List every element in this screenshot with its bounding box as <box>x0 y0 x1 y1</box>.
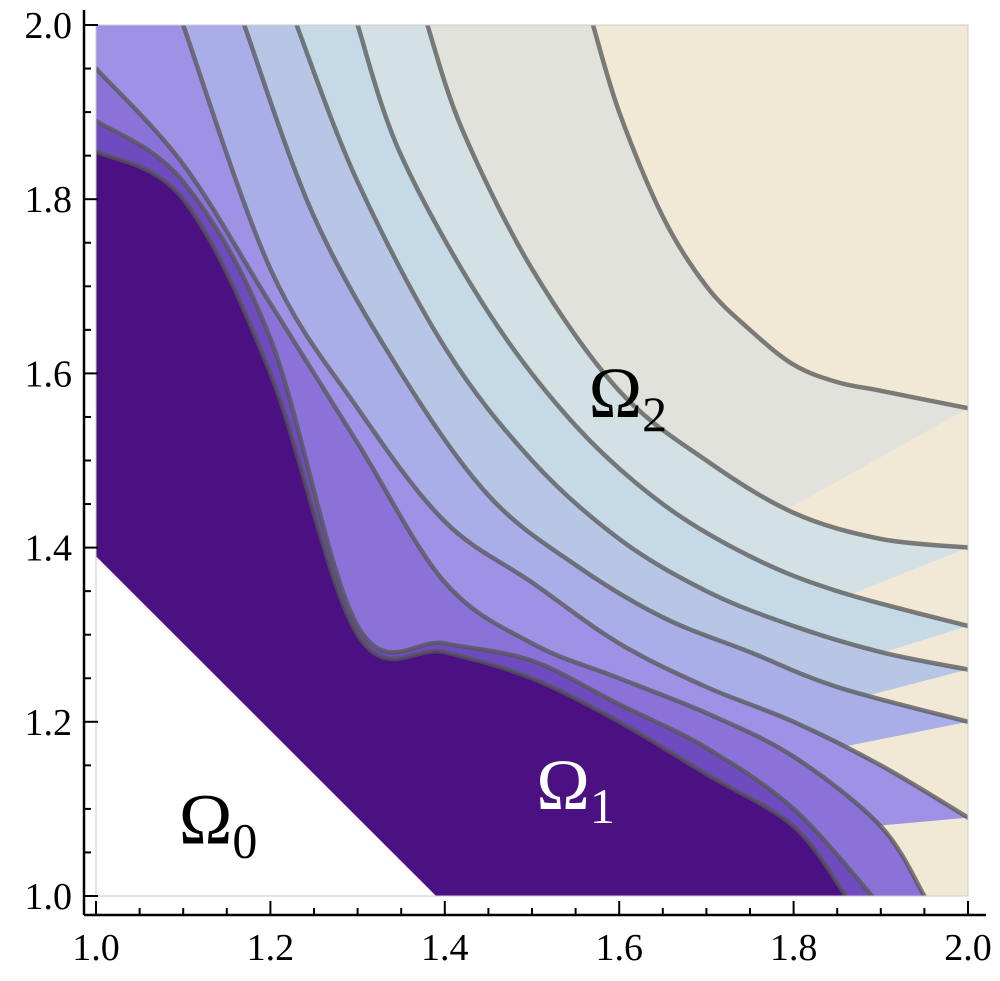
contour-lines <box>96 25 968 896</box>
contour-line <box>180 25 968 820</box>
plot-frame <box>82 10 986 917</box>
y-tick-label: 1.4 <box>25 528 73 570</box>
plot-border <box>95 24 969 897</box>
region-label: Ω2 <box>589 353 668 442</box>
x-tick-label: 2.0 <box>944 927 992 969</box>
region-label: Ω0 <box>179 780 258 869</box>
y-tick-label: 1.2 <box>25 702 73 744</box>
y-tick-label: 1.6 <box>25 353 73 395</box>
contour-band <box>96 25 846 896</box>
contour-line <box>425 25 968 550</box>
contour-line <box>294 25 968 672</box>
contour-line <box>96 66 927 896</box>
excluded-region <box>96 556 437 896</box>
y-axis: 1.0 1.2 1.4 1.6 1.8 2.0 <box>25 5 98 918</box>
x-tick-label: 1.4 <box>421 927 469 969</box>
y-tick-label: 2.0 <box>25 5 73 47</box>
y-tick-label: 1.8 <box>25 179 73 221</box>
contour-line <box>355 25 968 629</box>
x-tick-label: 1.8 <box>770 927 818 969</box>
contour-line <box>241 25 968 725</box>
region-label: Ω1 <box>536 745 615 834</box>
region-labels: Ω0 Ω1 Ω2 <box>179 353 667 869</box>
contour-line <box>96 118 875 896</box>
x-tick-label: 1.0 <box>72 927 120 969</box>
contour-line <box>590 25 968 411</box>
x-tick-label: 1.2 <box>247 927 295 969</box>
contour-line <box>96 149 849 896</box>
x-tick-label: 1.6 <box>595 927 643 969</box>
x-axis: 1.0 1.2 1.4 1.6 1.8 2.0 <box>72 901 992 969</box>
y-tick-label: 1.0 <box>25 876 73 918</box>
